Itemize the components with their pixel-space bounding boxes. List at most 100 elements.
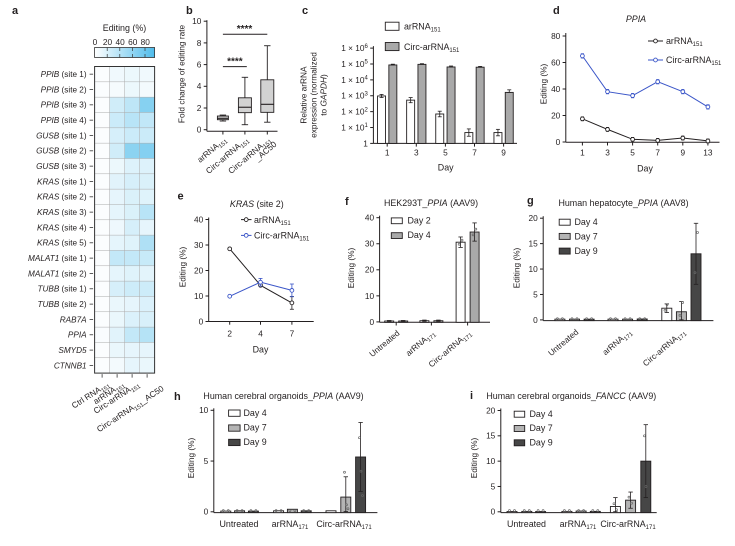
svg-text:40: 40: [551, 84, 561, 94]
svg-text:Circ-arRNA151: Circ-arRNA151: [254, 231, 310, 243]
svg-text:1: 1: [363, 138, 368, 148]
svg-text:40: 40: [115, 37, 125, 47]
svg-text:c: c: [302, 5, 308, 17]
svg-text:0: 0: [491, 507, 496, 517]
svg-text:13: 13: [703, 147, 713, 157]
svg-text:TUBB (site 2): TUBB (site 2): [37, 300, 86, 309]
svg-text:Day 9: Day 9: [530, 438, 553, 448]
svg-text:2: 2: [227, 329, 232, 339]
svg-text:Untreated: Untreated: [507, 519, 546, 529]
svg-text:10: 10: [486, 456, 496, 466]
svg-text:40: 40: [365, 213, 375, 223]
svg-text:Day 4: Day 4: [408, 230, 431, 240]
svg-text:5: 5: [630, 147, 635, 157]
svg-text:1 × 105: 1 × 105: [341, 59, 368, 69]
svg-text:3: 3: [414, 148, 419, 158]
svg-text:20: 20: [528, 213, 538, 223]
svg-text:0: 0: [197, 125, 202, 135]
svg-text:PPIB (site 4): PPIB (site 4): [41, 116, 87, 125]
svg-text:9: 9: [680, 147, 685, 157]
svg-text:Day 4: Day 4: [244, 408, 267, 418]
svg-text:d: d: [553, 5, 560, 17]
svg-text:10: 10: [199, 405, 209, 415]
svg-text:5: 5: [204, 456, 209, 466]
svg-text:Day 2: Day 2: [408, 216, 431, 226]
svg-text:10: 10: [192, 16, 202, 26]
svg-text:to GAPDH): to GAPDH): [319, 74, 329, 116]
svg-text:0: 0: [556, 137, 561, 147]
svg-text:GUSB (site 3): GUSB (site 3): [36, 162, 87, 171]
svg-text:Editing (%): Editing (%): [539, 63, 549, 104]
svg-text:7: 7: [472, 148, 477, 158]
svg-text:20: 20: [194, 265, 204, 275]
svg-text:i: i: [470, 390, 473, 402]
svg-text:Untreated: Untreated: [220, 519, 259, 529]
svg-text:h: h: [174, 391, 181, 403]
svg-text:KRAS (site 3): KRAS (site 3): [37, 208, 87, 217]
svg-text:3: 3: [605, 147, 610, 157]
svg-text:Day: Day: [637, 164, 653, 174]
svg-text:Day 4: Day 4: [530, 409, 553, 419]
svg-text:0: 0: [369, 317, 374, 327]
svg-text:KRAS (site 1): KRAS (site 1): [37, 177, 87, 186]
svg-text:SMYD5: SMYD5: [58, 346, 87, 355]
svg-text:7: 7: [655, 147, 660, 157]
svg-text:1 × 104: 1 × 104: [341, 75, 368, 85]
svg-text:10: 10: [194, 291, 204, 301]
svg-text:0: 0: [533, 315, 538, 325]
svg-text:20: 20: [103, 37, 113, 47]
svg-text:Day 7: Day 7: [530, 423, 553, 433]
svg-text:Relative arRNA: Relative arRNA: [299, 66, 309, 124]
svg-text:Circ-arRNA171: Circ-arRNA171: [316, 519, 372, 531]
svg-text:GUSB (site 2): GUSB (site 2): [36, 147, 87, 156]
svg-text:Day: Day: [438, 163, 454, 173]
svg-text:Day 7: Day 7: [575, 231, 598, 241]
svg-text:KRAS (site 2): KRAS (site 2): [37, 193, 87, 202]
svg-text:Human cerebral organoids_FANCC: Human cerebral organoids_FANCC (AAV9): [486, 391, 656, 401]
svg-text:1 × 101: 1 × 101: [341, 122, 368, 132]
svg-text:CTNNB1: CTNNB1: [54, 361, 87, 370]
svg-text:KRAS (site 2): KRAS (site 2): [230, 199, 284, 209]
svg-text:Editing (%): Editing (%): [178, 246, 188, 287]
svg-text:Editing (%): Editing (%): [469, 437, 479, 478]
svg-text:8: 8: [197, 38, 202, 48]
svg-text:4: 4: [197, 81, 202, 91]
svg-text:PPIB (site 1): PPIB (site 1): [41, 70, 87, 79]
svg-text:a: a: [12, 5, 19, 17]
svg-text:80: 80: [141, 37, 151, 47]
svg-text:Fold change of editing rate: Fold change of editing rate: [177, 24, 187, 123]
svg-text:6: 6: [197, 60, 202, 70]
svg-text:Human hepatocyte_PPIA (AAV8): Human hepatocyte_PPIA (AAV8): [558, 198, 688, 208]
svg-text:KRAS (site 4): KRAS (site 4): [37, 223, 87, 232]
svg-text:5: 5: [533, 289, 538, 299]
svg-text:g: g: [527, 195, 534, 207]
svg-text:PPIA: PPIA: [626, 14, 646, 24]
svg-text:1 × 106: 1 × 106: [341, 43, 368, 53]
svg-text:1 × 102: 1 × 102: [341, 107, 368, 117]
svg-text:7: 7: [290, 329, 295, 339]
svg-text:PPIB (site 3): PPIB (site 3): [41, 101, 87, 110]
svg-text:RAB7A: RAB7A: [60, 315, 87, 324]
svg-text:40: 40: [194, 214, 204, 224]
svg-text:1 × 103: 1 × 103: [341, 91, 368, 101]
svg-text:expression (normalized: expression (normalized: [309, 52, 319, 138]
svg-text:b: b: [186, 5, 193, 17]
svg-text:5: 5: [443, 148, 448, 158]
svg-text:****: ****: [227, 57, 243, 68]
svg-text:4: 4: [258, 329, 263, 339]
svg-text:1: 1: [580, 147, 585, 157]
svg-text:Editing (%): Editing (%): [186, 437, 196, 478]
svg-text:Day 7: Day 7: [244, 423, 267, 433]
svg-text:Editing (%): Editing (%): [103, 23, 146, 33]
svg-text:MALAT1 (site 2): MALAT1 (site 2): [28, 269, 87, 278]
svg-text:0: 0: [93, 37, 98, 47]
svg-text:MALAT1 (site 1): MALAT1 (site 1): [28, 254, 87, 263]
svg-text:Human cerebral organoids_PPIA: Human cerebral organoids_PPIA (AAV9): [203, 391, 363, 401]
svg-text:TUBB (site 1): TUBB (site 1): [37, 285, 86, 294]
svg-text:20: 20: [486, 405, 496, 415]
svg-text:60: 60: [551, 57, 561, 67]
svg-text:Day 9: Day 9: [244, 437, 267, 447]
svg-text:20: 20: [551, 110, 561, 120]
svg-text:Day 9: Day 9: [575, 246, 598, 256]
svg-text:Editing (%): Editing (%): [346, 247, 356, 288]
